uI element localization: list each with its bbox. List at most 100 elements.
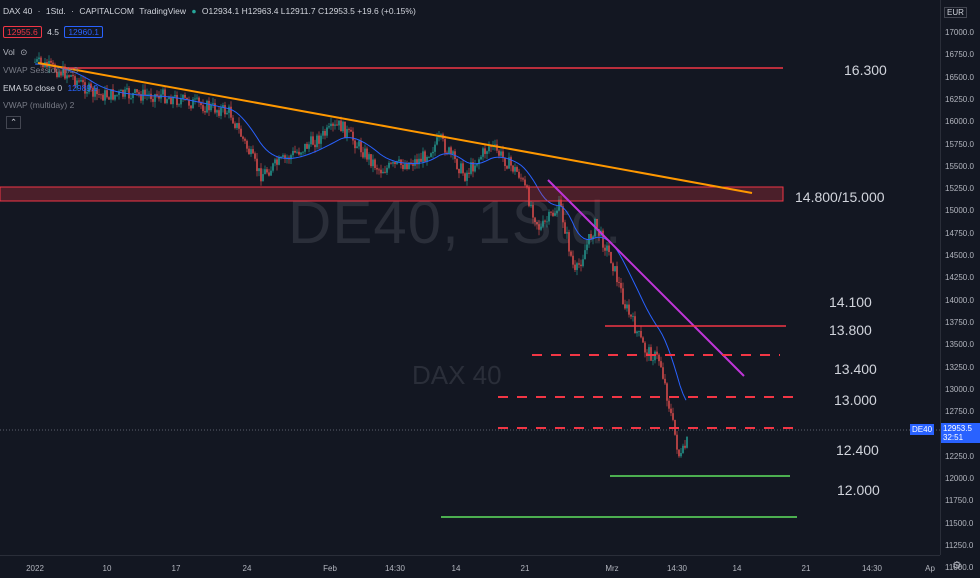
candle-body xyxy=(582,259,584,267)
candle-body xyxy=(512,165,514,172)
candle-body xyxy=(434,144,436,152)
symbol-legend[interactable]: DAX 40 · 1Std. · CAPITALCOM TradingView … xyxy=(3,6,416,16)
candle-body xyxy=(332,123,334,126)
candle-body xyxy=(228,106,230,113)
candle-body xyxy=(60,71,62,76)
candle-body xyxy=(658,354,660,362)
price-axis[interactable]: 17000.0 16750.0 16500.0 16250.0 16000.0 15750… xyxy=(940,0,980,572)
candle-body xyxy=(342,121,344,132)
candle-body xyxy=(368,154,370,160)
candle-body xyxy=(356,146,358,149)
time-axis[interactable]: ⚙ 2022 10 17 24 Feb 14:30 14 21 Mrz 14:30 14 21 14:3… xyxy=(0,555,962,578)
eye-icon[interactable]: ⊙ xyxy=(20,47,28,57)
candle-body xyxy=(76,80,78,86)
symbol-price-tag: DE40 xyxy=(910,424,935,435)
market-status-icon: ● xyxy=(191,6,197,16)
candle-body xyxy=(546,221,548,223)
candle-body xyxy=(106,90,108,98)
trade-panel[interactable]: 12955.6 4.5 12960.1 xyxy=(3,26,106,38)
candle-body xyxy=(56,71,58,77)
level-label-14100: 14.100 xyxy=(829,294,872,310)
price-tick: 11500.0 xyxy=(945,518,974,528)
price-tick: 16250.0 xyxy=(945,94,974,104)
symbol-name[interactable]: DAX 40 xyxy=(3,6,33,16)
candle-body xyxy=(552,212,554,216)
candle-body xyxy=(94,88,96,97)
candle-body xyxy=(378,169,380,171)
candle-body xyxy=(328,126,330,128)
candle-body xyxy=(216,110,218,113)
candle-body xyxy=(656,351,658,355)
candle-body xyxy=(648,347,650,356)
candle-body xyxy=(138,92,140,95)
candle-body xyxy=(312,136,314,145)
candle-body xyxy=(570,251,572,256)
candle-body xyxy=(638,330,640,332)
candle-body xyxy=(58,71,60,77)
candle-body xyxy=(426,157,428,162)
candle-body xyxy=(444,138,446,153)
candle-body xyxy=(220,107,222,116)
price-plot[interactable] xyxy=(0,0,940,555)
candle-body xyxy=(226,112,228,115)
candle-body xyxy=(640,330,642,338)
candle-body xyxy=(608,245,610,252)
candle-body xyxy=(52,62,54,65)
candle-body xyxy=(670,408,672,414)
level-label-12000: 12.000 xyxy=(837,482,880,498)
indicator-vwap-multiday[interactable]: VWAP (multiday) 2 xyxy=(3,100,77,110)
time-tick: 21 xyxy=(801,564,811,573)
candle-body xyxy=(424,151,426,162)
candle-body xyxy=(152,99,154,102)
candle-body xyxy=(86,92,88,94)
candle-body xyxy=(198,97,200,103)
candle-body xyxy=(568,232,570,252)
candle-body xyxy=(252,149,254,154)
candle-body xyxy=(574,264,576,270)
candle-body xyxy=(176,95,178,105)
indicator-vol[interactable]: Vol ⊙ xyxy=(3,47,30,58)
candle-body xyxy=(630,314,632,317)
candle-body xyxy=(92,87,94,97)
candle-body xyxy=(468,172,470,174)
indicator-vwap-session[interactable]: VWAP Session hlc3 xyxy=(3,65,81,75)
candle-body xyxy=(572,255,574,265)
candle-body xyxy=(286,157,288,159)
candle-body xyxy=(622,288,624,305)
candle-body xyxy=(172,96,174,105)
candle-body xyxy=(380,169,382,174)
candle-body xyxy=(528,187,530,207)
settings-icon[interactable]: ⚙ xyxy=(952,560,962,572)
candle-body xyxy=(362,152,364,158)
candle-body xyxy=(628,304,630,315)
candle-body xyxy=(522,178,524,180)
candle-body xyxy=(272,163,274,171)
indicator-ema[interactable]: EMA 50 close 0 12989.9 xyxy=(3,83,101,93)
candle-body xyxy=(268,172,270,176)
interval[interactable]: 1Std. xyxy=(45,6,66,16)
vwap-multiday-label: VWAP (multiday) 2 xyxy=(3,100,75,110)
sell-button[interactable]: 12955.6 xyxy=(3,26,42,38)
candle-body xyxy=(316,135,318,148)
collapse-legend-button[interactable]: ⌃ xyxy=(6,116,22,129)
candle-body xyxy=(146,94,148,96)
chart-area[interactable]: DE40, 1Std. DAX 40 16.300 14.800/15.000 … xyxy=(0,0,940,555)
candle-body xyxy=(248,148,250,155)
candle-body xyxy=(126,88,128,90)
price-tick: 12250.0 xyxy=(945,451,974,461)
candle-body xyxy=(212,103,214,105)
candle-body xyxy=(436,137,438,145)
candle-body xyxy=(192,99,194,109)
candle-body xyxy=(666,383,668,401)
time-tick: 2022 xyxy=(26,564,44,573)
buy-button[interactable]: 12960.1 xyxy=(64,26,104,38)
candle-body xyxy=(50,60,52,63)
candle-body xyxy=(208,100,210,111)
time-tick: 14 xyxy=(732,564,742,573)
candle-body xyxy=(314,144,316,148)
price-tick: 13000.0 xyxy=(945,384,974,394)
candle-body xyxy=(66,75,68,79)
currency-selector[interactable]: EUR xyxy=(944,7,967,18)
candle-body xyxy=(384,171,386,173)
price-tick: 14250.0 xyxy=(945,273,974,283)
